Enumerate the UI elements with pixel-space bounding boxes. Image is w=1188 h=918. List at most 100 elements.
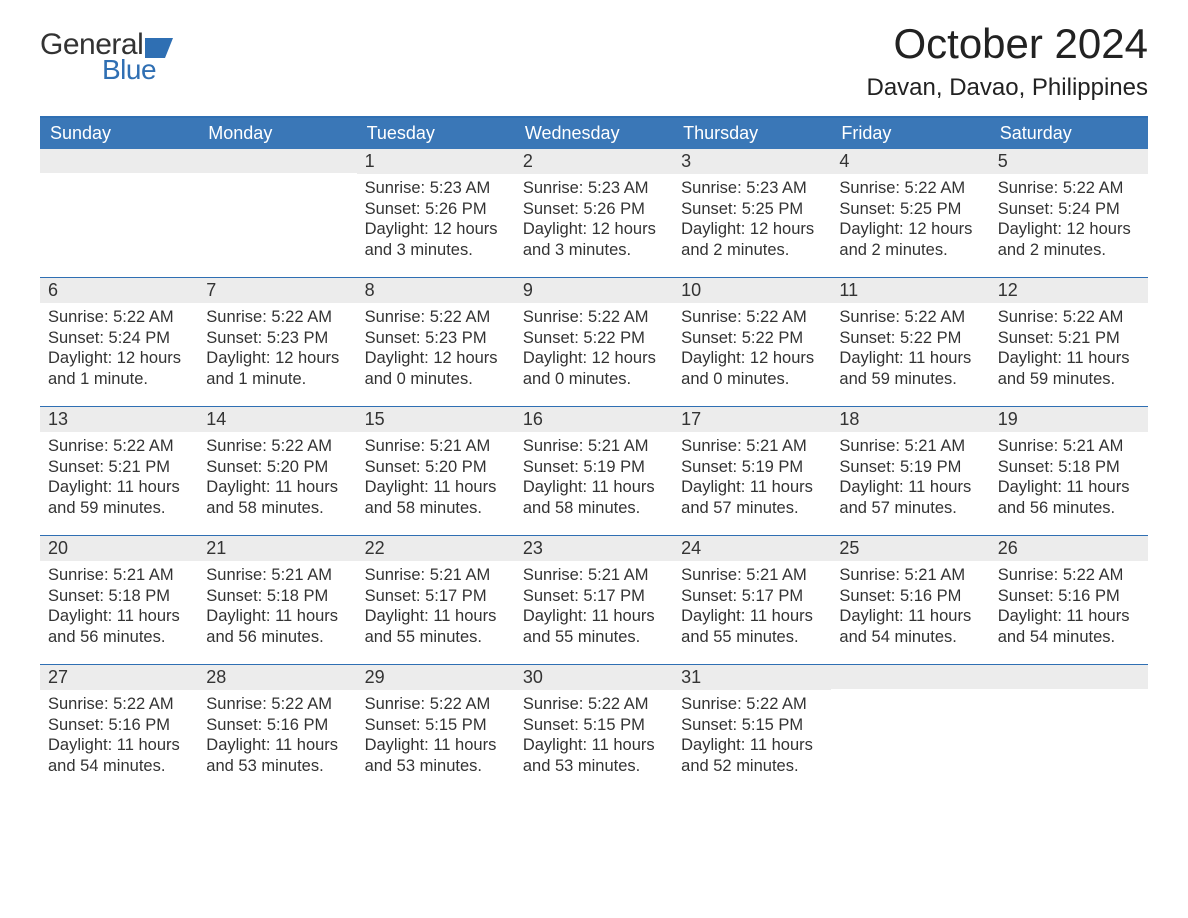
sunrise-line: Sunrise: 5:21 AM (681, 436, 823, 457)
daylight-line: Daylight: 11 hours and 59 minutes. (998, 348, 1140, 389)
sunrise-value: 5:22 AM (588, 695, 649, 713)
sunset-value: 5:26 PM (425, 200, 486, 218)
sunrise-line: Sunrise: 5:23 AM (681, 178, 823, 199)
sunset-label: Sunset: (206, 587, 267, 605)
day-data: Sunrise: 5:22 AMSunset: 5:15 PMDaylight:… (673, 690, 831, 787)
sunset-label: Sunset: (48, 716, 109, 734)
sunset-value: 5:17 PM (583, 587, 644, 605)
sunrise-label: Sunrise: (523, 695, 588, 713)
day-data (990, 689, 1148, 703)
sunset-line: Sunset: 5:16 PM (206, 715, 348, 736)
sunset-label: Sunset: (681, 200, 742, 218)
sunset-value: 5:15 PM (425, 716, 486, 734)
sunset-label: Sunset: (365, 716, 426, 734)
daylight-line: Daylight: 11 hours and 58 minutes. (365, 477, 507, 518)
sunrise-value: 5:23 AM (430, 179, 491, 197)
daylight-label: Daylight: (523, 478, 592, 496)
day-data: Sunrise: 5:22 AMSunset: 5:23 PMDaylight:… (198, 303, 356, 400)
daylight-line: Daylight: 12 hours and 0 minutes. (523, 348, 665, 389)
sunset-label: Sunset: (523, 329, 584, 347)
header: General Blue October 2024 Davan, Davao, … (40, 20, 1148, 112)
day-number: 11 (831, 278, 989, 303)
sunset-value: 5:17 PM (742, 587, 803, 605)
sunset-value: 5:18 PM (109, 587, 170, 605)
day-data: Sunrise: 5:21 AMSunset: 5:18 PMDaylight:… (990, 432, 1148, 529)
sunrise-line: Sunrise: 5:22 AM (681, 307, 823, 328)
sunset-value: 5:20 PM (425, 458, 486, 476)
sunset-label: Sunset: (839, 458, 900, 476)
sunrise-line: Sunrise: 5:22 AM (681, 694, 823, 715)
day-number: 7 (198, 278, 356, 303)
sunrise-value: 5:21 AM (1063, 437, 1124, 455)
daylight-label: Daylight: (48, 607, 117, 625)
daylight-line: Daylight: 11 hours and 59 minutes. (839, 348, 981, 389)
calendar-cell: 10Sunrise: 5:22 AMSunset: 5:22 PMDayligh… (673, 278, 831, 406)
daylight-label: Daylight: (998, 478, 1067, 496)
daylight-label: Daylight: (523, 349, 592, 367)
calendar-cell: 5Sunrise: 5:22 AMSunset: 5:24 PMDaylight… (990, 149, 1148, 277)
sunrise-value: 5:21 AM (271, 566, 332, 584)
sunrise-label: Sunrise: (48, 308, 113, 326)
calendar-cell (831, 665, 989, 793)
logo-text-blue: Blue (102, 54, 156, 86)
sunrise-line: Sunrise: 5:21 AM (681, 565, 823, 586)
day-data: Sunrise: 5:21 AMSunset: 5:17 PMDaylight:… (357, 561, 515, 658)
day-data: Sunrise: 5:23 AMSunset: 5:26 PMDaylight:… (357, 174, 515, 271)
sunset-label: Sunset: (523, 458, 584, 476)
sunrise-label: Sunrise: (681, 437, 746, 455)
day-number: 28 (198, 665, 356, 690)
day-data: Sunrise: 5:22 AMSunset: 5:24 PMDaylight:… (40, 303, 198, 400)
day-number: 4 (831, 149, 989, 174)
day-data: Sunrise: 5:22 AMSunset: 5:15 PMDaylight:… (515, 690, 673, 787)
sunrise-value: 5:22 AM (588, 308, 649, 326)
daylight-line: Daylight: 11 hours and 53 minutes. (365, 735, 507, 776)
daylight-label: Daylight: (523, 607, 592, 625)
calendar-cell: 14Sunrise: 5:22 AMSunset: 5:20 PMDayligh… (198, 407, 356, 535)
sunrise-label: Sunrise: (365, 308, 430, 326)
sunrise-line: Sunrise: 5:22 AM (839, 307, 981, 328)
day-data: Sunrise: 5:23 AMSunset: 5:26 PMDaylight:… (515, 174, 673, 271)
sunrise-line: Sunrise: 5:22 AM (48, 694, 190, 715)
day-data: Sunrise: 5:22 AMSunset: 5:20 PMDaylight:… (198, 432, 356, 529)
sunset-line: Sunset: 5:24 PM (48, 328, 190, 349)
calendar-cell: 24Sunrise: 5:21 AMSunset: 5:17 PMDayligh… (673, 536, 831, 664)
day-data: Sunrise: 5:21 AMSunset: 5:18 PMDaylight:… (40, 561, 198, 658)
sunrise-line: Sunrise: 5:22 AM (839, 178, 981, 199)
day-data: Sunrise: 5:22 AMSunset: 5:23 PMDaylight:… (357, 303, 515, 400)
sunrise-value: 5:23 AM (746, 179, 807, 197)
daylight-label: Daylight: (681, 220, 750, 238)
sunset-label: Sunset: (206, 716, 267, 734)
sunset-value: 5:15 PM (742, 716, 803, 734)
day-data: Sunrise: 5:22 AMSunset: 5:21 PMDaylight:… (990, 303, 1148, 400)
sunset-line: Sunset: 5:22 PM (839, 328, 981, 349)
sunrise-value: 5:22 AM (113, 695, 174, 713)
daylight-line: Daylight: 12 hours and 0 minutes. (365, 348, 507, 389)
daylight-label: Daylight: (681, 478, 750, 496)
day-data: Sunrise: 5:22 AMSunset: 5:15 PMDaylight:… (357, 690, 515, 787)
sunset-label: Sunset: (523, 200, 584, 218)
day-data: Sunrise: 5:21 AMSunset: 5:17 PMDaylight:… (515, 561, 673, 658)
day-data: Sunrise: 5:21 AMSunset: 5:19 PMDaylight:… (515, 432, 673, 529)
day-data: Sunrise: 5:21 AMSunset: 5:19 PMDaylight:… (831, 432, 989, 529)
calendar-cell: 2Sunrise: 5:23 AMSunset: 5:26 PMDaylight… (515, 149, 673, 277)
sunrise-value: 5:22 AM (271, 437, 332, 455)
calendar-cell: 9Sunrise: 5:22 AMSunset: 5:22 PMDaylight… (515, 278, 673, 406)
day-header: Monday (198, 118, 356, 149)
daylight-line: Daylight: 11 hours and 54 minutes. (48, 735, 190, 776)
sunset-value: 5:16 PM (267, 716, 328, 734)
day-data: Sunrise: 5:22 AMSunset: 5:22 PMDaylight:… (673, 303, 831, 400)
calendar-cell: 11 Sunrise: 5:22 AMSunset: 5:22 PMDayligh… (831, 278, 989, 406)
sunrise-line: Sunrise: 5:22 AM (48, 307, 190, 328)
sunrise-label: Sunrise: (839, 566, 904, 584)
sunrise-value: 5:22 AM (271, 695, 332, 713)
sunset-line: Sunset: 5:22 PM (681, 328, 823, 349)
sunset-value: 5:19 PM (583, 458, 644, 476)
sunset-label: Sunset: (998, 200, 1059, 218)
sunrise-value: 5:22 AM (1063, 566, 1124, 584)
sunset-value: 5:22 PM (742, 329, 803, 347)
day-number: 31 (673, 665, 831, 690)
sunset-line: Sunset: 5:25 PM (681, 199, 823, 220)
sunset-line: Sunset: 5:25 PM (839, 199, 981, 220)
sunset-label: Sunset: (48, 587, 109, 605)
sunrise-label: Sunrise: (523, 566, 588, 584)
